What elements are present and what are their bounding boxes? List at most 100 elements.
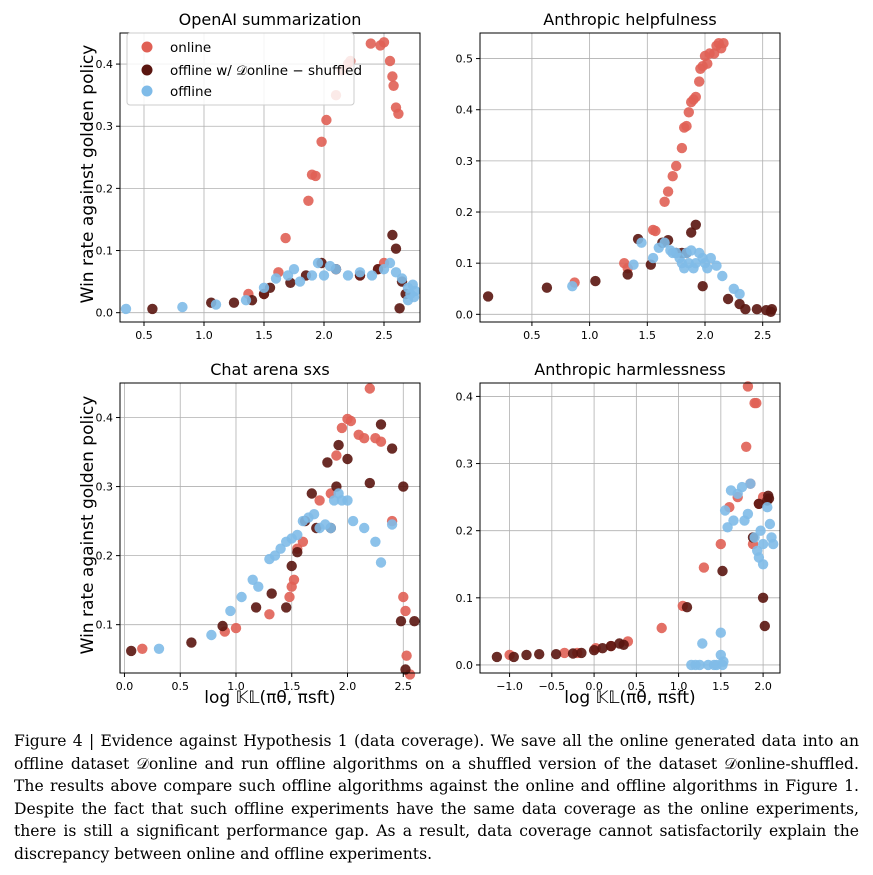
data-point — [297, 536, 309, 547]
data-point — [690, 91, 701, 103]
y-tick-label: 0.0 — [456, 308, 474, 321]
figure-caption: Figure 4 | Evidence against Hypothesis 1… — [14, 730, 859, 866]
data-point — [605, 640, 617, 652]
data-point — [681, 120, 692, 132]
x-tick-label: −1.0 — [496, 680, 523, 693]
data-point — [303, 195, 314, 206]
data-point — [375, 436, 387, 447]
data-point — [364, 383, 375, 394]
y-tick-label: 0.5 — [456, 53, 474, 66]
data-point — [741, 441, 752, 452]
data-point — [702, 58, 713, 69]
data-point — [395, 616, 407, 627]
data-point — [269, 550, 281, 561]
data-point — [153, 643, 165, 654]
data-point — [550, 649, 562, 660]
panel-chat-arena-sxs: Chat arena sxs 0.0 0.5 1.0 1.5 2.0 2.5 0.1 0.2 0… — [96, 360, 421, 693]
data-point — [378, 37, 390, 48]
x-tick-label: 2.0 — [754, 680, 772, 693]
series-group — [569, 38, 729, 288]
y-tick-label: 0.3 — [96, 481, 114, 494]
data-point — [588, 645, 600, 656]
data-point — [387, 229, 398, 241]
data-point — [292, 529, 303, 541]
data-point — [749, 532, 760, 543]
data-point — [676, 142, 688, 154]
data-point — [659, 196, 670, 207]
data-point — [482, 291, 494, 302]
y-tick-label: 0.1 — [96, 245, 114, 258]
data-point — [694, 659, 705, 671]
data-point — [759, 620, 770, 632]
x-tick-label: 1.0 — [195, 329, 213, 342]
data-point — [126, 645, 137, 657]
data-point — [705, 252, 716, 264]
data-point — [521, 649, 532, 661]
data-point — [734, 288, 745, 300]
data-point — [393, 108, 404, 120]
data-point — [711, 260, 722, 271]
data-point — [336, 422, 348, 434]
data-point — [736, 481, 748, 493]
data-point — [347, 515, 359, 527]
data-point — [719, 505, 731, 516]
data-point — [559, 647, 570, 659]
data-point — [742, 381, 754, 392]
data-point — [345, 415, 357, 427]
data-point — [384, 257, 396, 269]
legend-marker-offline — [141, 85, 153, 97]
data-point — [387, 71, 398, 82]
y-tick-label: 0.2 — [96, 182, 114, 195]
y-tick-label: 0.4 — [96, 412, 114, 425]
data-point — [281, 602, 292, 613]
data-point — [325, 522, 336, 534]
data-point — [662, 186, 674, 197]
data-point — [359, 433, 370, 444]
data-point — [650, 225, 661, 237]
data-point — [400, 664, 411, 675]
y-tick-label: 0.1 — [96, 619, 114, 632]
data-point — [375, 419, 387, 430]
x-tick-label: 0.0 — [585, 680, 603, 693]
panel-anthropic-helpfulness: Anthropic helpfulness 0.5 1.0 1.5 2.0 2.5 0.0… — [456, 10, 781, 342]
data-point — [694, 76, 705, 87]
data-point — [636, 237, 647, 248]
data-point — [210, 299, 222, 310]
data-point — [671, 160, 682, 172]
series-group — [120, 257, 421, 315]
data-point — [618, 639, 629, 650]
y-tick-label: 0.0 — [456, 659, 474, 672]
x-axis-label-left: log 𝕂𝕃(πθ, πsft) — [204, 688, 335, 708]
data-point — [258, 282, 270, 293]
data-point — [386, 443, 398, 454]
y-tick-label: 0.4 — [96, 58, 114, 71]
data-point — [768, 538, 779, 550]
data-point — [342, 453, 353, 465]
data-point — [401, 650, 412, 661]
data-point — [275, 543, 286, 554]
data-point — [342, 495, 353, 506]
data-point — [763, 493, 775, 504]
data-point — [308, 509, 320, 520]
data-point — [718, 656, 729, 667]
series-group — [686, 478, 779, 671]
legend-label-offline: offline — [170, 84, 212, 100]
caption-label: Figure 4 | Evidence against Hypothesis 1… — [14, 732, 485, 750]
x-tick-label: 2.0 — [339, 680, 357, 693]
data-point — [333, 439, 344, 451]
y-tick-label: 0.4 — [456, 104, 474, 117]
data-point — [597, 643, 608, 654]
data-point — [270, 273, 282, 284]
data-point — [288, 574, 300, 585]
data-point — [398, 481, 409, 492]
data-point — [757, 538, 769, 550]
data-point — [757, 559, 769, 570]
data-point — [388, 80, 399, 92]
plot-frame — [479, 32, 781, 323]
data-point — [306, 488, 317, 499]
data-point — [370, 536, 381, 547]
series-group — [567, 237, 745, 300]
y-tick-label: 0.2 — [456, 206, 474, 219]
data-point — [217, 620, 228, 632]
data-point — [541, 282, 553, 293]
